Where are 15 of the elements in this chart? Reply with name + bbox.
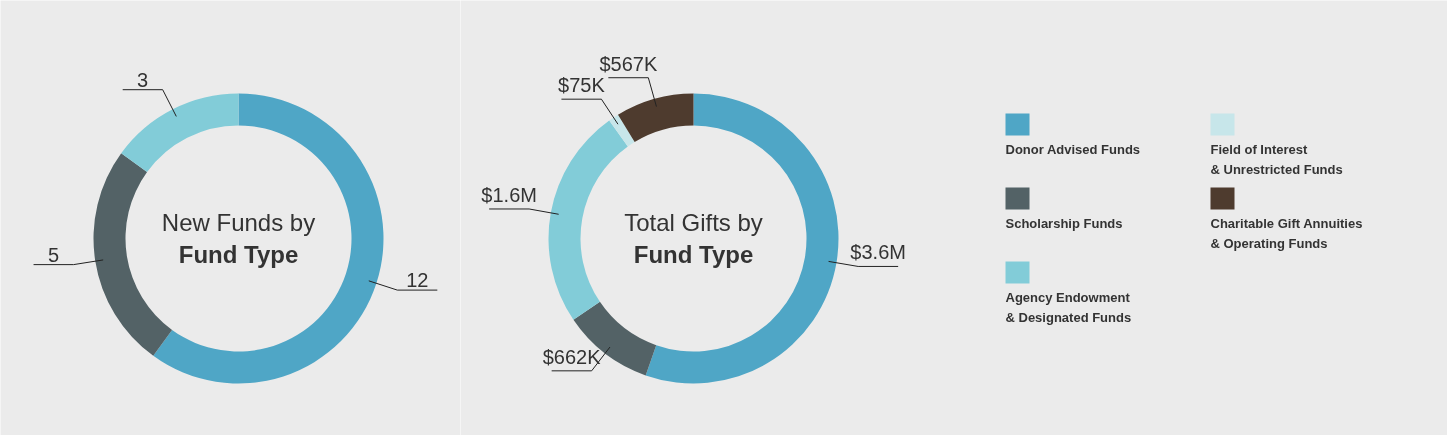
data-label: $3.6M [850,241,906,264]
legend-label: Agency Endowment & Designated Funds [1005,289,1132,325]
legend-label: Charitable Gift Annuities & Operating Funds [1210,215,1363,251]
text: Total Gifts by Fund Type [624,209,763,268]
legend-label: Donor Advised Funds [1005,141,1141,157]
data-label: 5 [47,243,60,266]
data-label: 12 [406,269,429,292]
data-label: $75K [558,74,606,97]
data-label: $567K [599,52,658,75]
legend-label: Field of Interest & Unrestricted Funds [1210,141,1343,177]
data-label: $1.6M [481,183,537,206]
legend-label: Scholarship Funds [1005,215,1123,231]
data-label: $662K [542,345,602,368]
data-label: 3 [137,68,149,91]
text: New Funds by Fund Type [161,209,316,268]
